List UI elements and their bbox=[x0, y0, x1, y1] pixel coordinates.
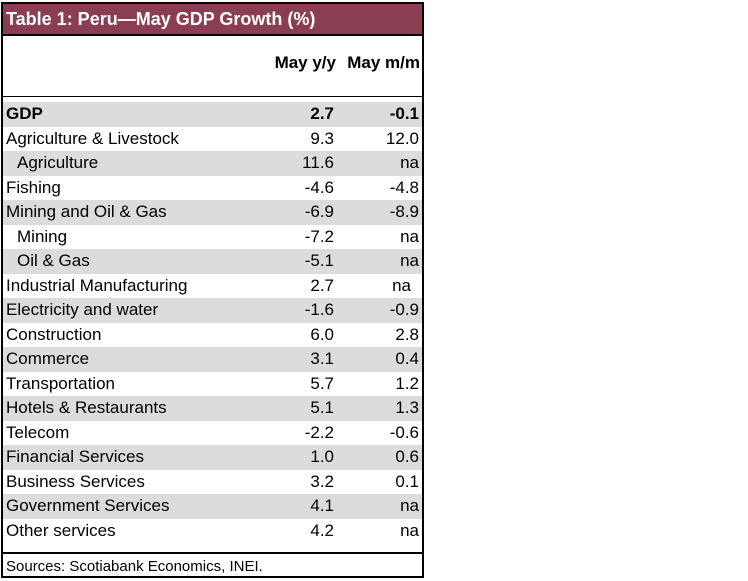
source-note: Sources: Scotiabank Economics, INEI. bbox=[3, 552, 422, 578]
row-label: Industrial Manufacturing bbox=[6, 275, 188, 295]
column-header-mm: May m/m bbox=[347, 53, 420, 72]
row-value-yy: -4.6 bbox=[304, 177, 334, 197]
row-value-mm: -4.8 bbox=[389, 177, 419, 197]
table-row: Construction 6.0 2.8 bbox=[3, 323, 422, 348]
table-body: GDP 2.7 -0.1 Agriculture & Livestock 9.3… bbox=[3, 102, 422, 543]
row-label: Government Services bbox=[6, 496, 170, 515]
row-value-yy: 2.7 bbox=[310, 275, 334, 295]
row-label: Fishing bbox=[6, 177, 61, 197]
row-value-mm: na bbox=[400, 153, 419, 172]
row-label: Agriculture bbox=[17, 153, 99, 172]
row-value-yy: 5.7 bbox=[310, 373, 334, 393]
row-label: Transportation bbox=[6, 373, 115, 393]
row-label: Mining and Oil & Gas bbox=[6, 202, 167, 221]
row-label: Financial Services bbox=[6, 447, 144, 466]
table-title: Table 1: Peru—May GDP Growth (%) bbox=[3, 4, 422, 34]
table-row: GDP 2.7 -0.1 bbox=[3, 102, 422, 127]
table-row: Mining -7.2 na bbox=[3, 225, 422, 250]
column-header-row: May y/y May m/m bbox=[3, 34, 422, 97]
gdp-table: Table 1: Peru—May GDP Growth (%) May y/y… bbox=[1, 2, 424, 578]
table-row: Hotels & Restaurants 5.1 1.3 bbox=[3, 396, 422, 421]
table-row: Commerce 3.1 0.4 bbox=[3, 347, 422, 372]
row-label: Construction bbox=[6, 324, 102, 344]
row-value-mm: -0.1 bbox=[389, 104, 419, 123]
table-row: Industrial Manufacturing 2.7 na bbox=[3, 274, 422, 299]
row-label: Commerce bbox=[6, 349, 90, 368]
row-value-yy: 6.0 bbox=[310, 324, 334, 344]
row-value-yy: 3.2 bbox=[310, 471, 334, 491]
table-row: Electricity and water -1.6 -0.9 bbox=[3, 298, 422, 323]
table-row: Agriculture & Livestock 9.3 12.0 bbox=[3, 127, 422, 152]
table-row: Oil & Gas -5.1 na bbox=[3, 249, 422, 274]
row-value-mm: 1.3 bbox=[395, 398, 419, 417]
row-value-mm: -0.9 bbox=[389, 300, 419, 319]
row-value-mm: 12.0 bbox=[385, 128, 419, 148]
row-value-yy: -5.1 bbox=[304, 251, 334, 270]
row-value-mm: 1.2 bbox=[395, 373, 419, 393]
row-value-yy: -7.2 bbox=[304, 226, 334, 246]
row-label: Agriculture & Livestock bbox=[6, 128, 179, 148]
row-label: Business Services bbox=[6, 471, 145, 491]
row-value-mm: -0.6 bbox=[389, 422, 419, 442]
row-value-mm: 0.1 bbox=[395, 471, 419, 491]
row-label: Oil & Gas bbox=[17, 251, 90, 270]
row-label: Electricity and water bbox=[6, 300, 159, 319]
row-value-yy: 3.1 bbox=[310, 349, 334, 368]
row-value-mm: na bbox=[400, 496, 419, 515]
row-value-yy: 4.1 bbox=[310, 496, 334, 515]
row-value-yy: 1.0 bbox=[310, 447, 334, 466]
row-value-yy: 2.7 bbox=[310, 104, 334, 123]
table-row: Mining and Oil & Gas -6.9 -8.9 bbox=[3, 200, 422, 225]
row-value-yy: 9.3 bbox=[310, 128, 334, 148]
row-value-yy: -1.6 bbox=[304, 300, 334, 319]
row-value-mm: na bbox=[400, 520, 419, 540]
row-value-mm: na bbox=[392, 275, 411, 295]
row-label: Telecom bbox=[6, 422, 70, 442]
table-row: Agriculture 11.6 na bbox=[3, 151, 422, 176]
column-header-yy: May y/y bbox=[274, 53, 336, 72]
row-value-mm: na bbox=[400, 251, 419, 270]
row-value-mm: na bbox=[400, 226, 419, 246]
table-row: Financial Services 1.0 0.6 bbox=[3, 445, 422, 470]
row-value-mm: -8.9 bbox=[389, 202, 419, 221]
row-value-yy: 4.2 bbox=[310, 520, 334, 540]
row-value-mm: 2.8 bbox=[395, 324, 419, 344]
table-row: Government Services 4.1 na bbox=[3, 494, 422, 519]
row-value-yy: 11.6 bbox=[302, 153, 334, 172]
table-row: Transportation 5.7 1.2 bbox=[3, 372, 422, 397]
row-value-yy: -2.2 bbox=[304, 422, 334, 442]
table-row: Telecom -2.2 -0.6 bbox=[3, 421, 422, 446]
table-row: Business Services 3.2 0.1 bbox=[3, 470, 422, 495]
table-row: Fishing -4.6 -4.8 bbox=[3, 176, 422, 201]
row-value-mm: 0.6 bbox=[395, 447, 419, 466]
row-value-yy: -6.9 bbox=[304, 202, 334, 221]
row-label: GDP bbox=[6, 104, 43, 123]
row-label: Other services bbox=[6, 520, 116, 540]
table-row: Other services 4.2 na bbox=[3, 519, 422, 544]
row-label: Mining bbox=[17, 226, 68, 246]
row-value-mm: 0.4 bbox=[395, 349, 419, 368]
row-label: Hotels & Restaurants bbox=[6, 398, 167, 417]
row-value-yy: 5.1 bbox=[310, 398, 334, 417]
